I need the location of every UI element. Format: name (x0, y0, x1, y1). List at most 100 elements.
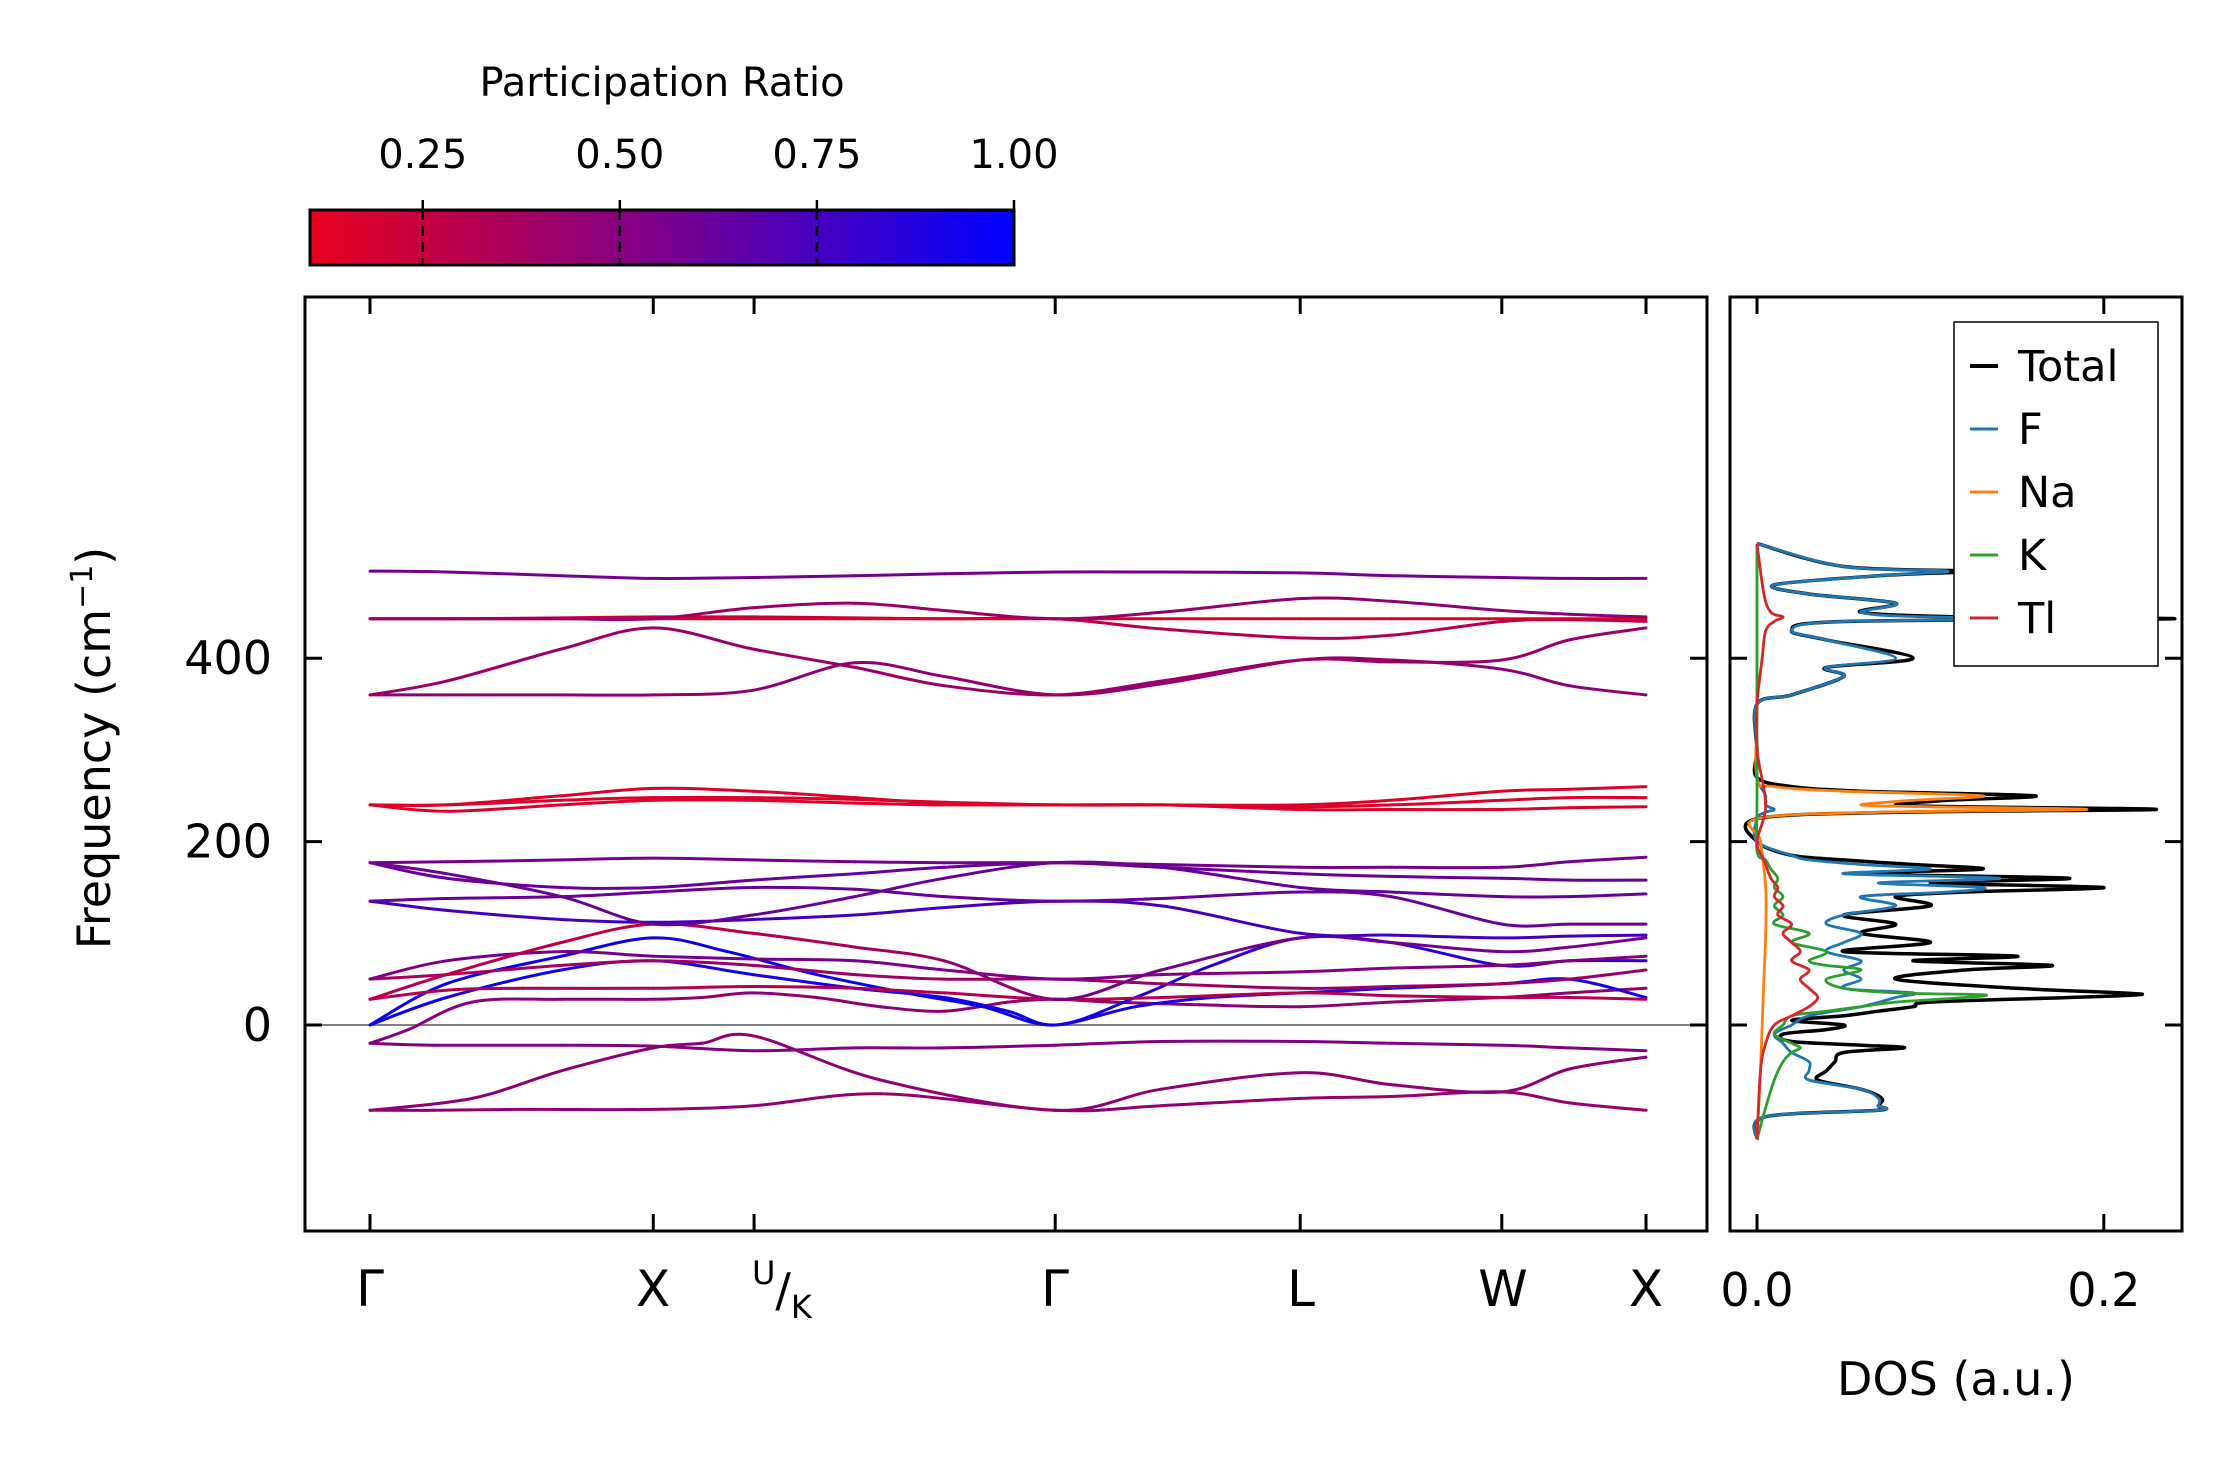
band-segment (561, 1045, 653, 1046)
band-segment (1391, 943, 1502, 952)
band-segment (561, 788, 653, 795)
band-segment (1502, 1069, 1570, 1092)
band-segment (944, 572, 1055, 574)
band-segment (753, 649, 855, 667)
kpoint-label-u: U (752, 1254, 775, 1292)
band-segment (753, 874, 855, 880)
band-segment (1300, 968, 1391, 972)
band-segment (753, 576, 855, 578)
band-segment (1569, 857, 1646, 862)
band-segment (561, 892, 653, 897)
band-segment (370, 681, 447, 695)
band-segment (653, 938, 727, 952)
band-segment (1391, 892, 1502, 897)
band-segment (1300, 1042, 1391, 1044)
band-segment (855, 961, 944, 970)
band-segment (753, 1048, 855, 1051)
band-segment (1569, 1048, 1646, 1051)
band-segment (1569, 998, 1646, 1000)
band-segment (855, 574, 944, 576)
kpoint-label-gamma-1: Γ (356, 1260, 384, 1318)
band-segment (855, 908, 944, 915)
kpoint-label-w: W (1478, 1260, 1527, 1318)
band-segment (653, 1046, 753, 1051)
band-segment (1212, 938, 1300, 966)
legend-label-k: K (2018, 531, 2048, 581)
band-segment (1502, 611, 1570, 615)
band-segment (1569, 628, 1646, 640)
colorbar-tick-label: 0.50 (575, 132, 664, 178)
band-segment (561, 619, 653, 620)
band-segment (1161, 972, 1300, 975)
band-segment (1502, 640, 1570, 660)
band-segment (1391, 622, 1502, 636)
band-segment (1569, 894, 1646, 897)
kpoint-label-gamma-2: Γ (1041, 1260, 1069, 1318)
band-segment (753, 897, 855, 915)
legend-label-na: Na (2018, 468, 2077, 518)
band-segment (653, 628, 753, 649)
band-line (370, 901, 1646, 938)
band-segment (653, 1106, 754, 1110)
band-segment (561, 888, 653, 889)
band-segment (1391, 996, 1502, 998)
band-segment (880, 1007, 944, 1012)
band-segment (561, 1048, 653, 1071)
band-segment (472, 999, 561, 1002)
kpoint-label-x-1: X (636, 1260, 670, 1318)
band-segment (753, 887, 855, 889)
band-segment (753, 800, 855, 803)
band-segment (447, 860, 562, 862)
band-segment (1055, 1042, 1161, 1046)
band-segment (1055, 1007, 1135, 1025)
dos-x-axis-label: DOS (a.u.) (1837, 1352, 2075, 1406)
dos-x-tick-label: 0.0 (1720, 1263, 1793, 1317)
legend-label-f: F (2018, 405, 2043, 455)
band-segment (753, 798, 855, 800)
legend-label-total: Total (2017, 342, 2118, 392)
band-segment (753, 603, 855, 608)
band-segment (1502, 961, 1570, 966)
band-line (370, 857, 1646, 868)
band-segment (855, 947, 944, 961)
band-segment (1161, 892, 1300, 899)
band-segment (753, 993, 817, 998)
dos-line-tl (1756, 544, 1818, 1140)
band-segment (653, 578, 753, 579)
band-segment (1391, 935, 1502, 938)
kpoint-label-l: L (1287, 1260, 1315, 1318)
band-segment (855, 975, 944, 980)
band-segment (1300, 1097, 1391, 1099)
band-segment (1300, 987, 1391, 989)
band-segment (1569, 938, 1646, 947)
band-segment (754, 1036, 880, 1080)
band-segment (1161, 1073, 1300, 1090)
band-lines (370, 571, 1646, 1111)
band-segment (653, 956, 753, 959)
band-line (370, 961, 1646, 989)
band-segment (1502, 947, 1570, 952)
band-segment (447, 878, 562, 887)
band-line (370, 628, 1646, 695)
band-segment (753, 860, 855, 862)
band-segment (370, 571, 447, 572)
band-line (370, 1092, 1646, 1111)
kpoint-label-k: K (791, 1288, 813, 1326)
band-segment (817, 998, 881, 1007)
band-segment (1391, 1085, 1502, 1093)
band-segment (370, 862, 447, 863)
band-segment (1569, 1103, 1646, 1110)
band-segment (1161, 938, 1300, 970)
band-segment (855, 862, 944, 863)
band-segment (1502, 578, 1570, 579)
band-segment (702, 1034, 754, 1043)
band-segment (472, 1071, 561, 1099)
band-segment (561, 858, 653, 860)
band-segment (1569, 614, 1646, 617)
y-tick-label: 200 (184, 815, 272, 869)
band-segment (1569, 935, 1646, 936)
